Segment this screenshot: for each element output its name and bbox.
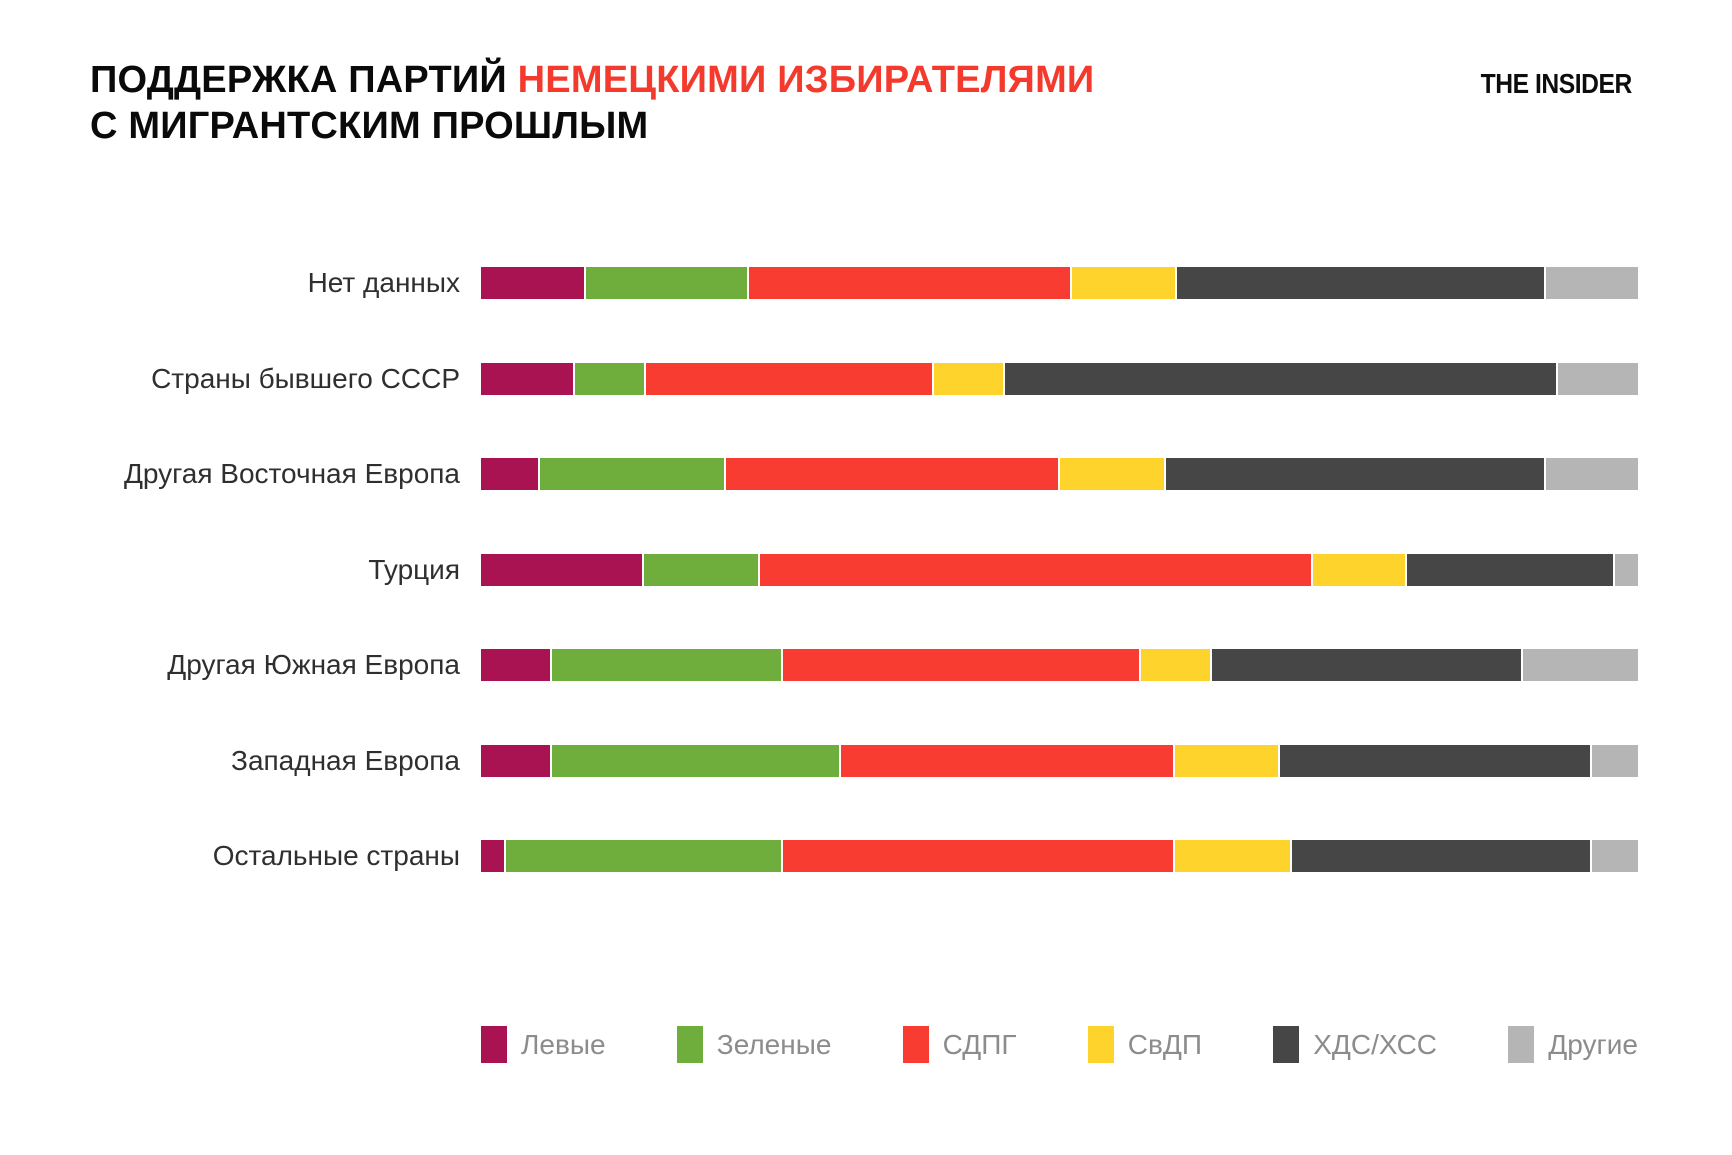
bar-segment: [1060, 458, 1166, 490]
bar-segment: [748, 267, 1072, 299]
bar-segment: [1557, 362, 1638, 395]
bar-segment: [760, 553, 1313, 586]
category-label: Другая Восточная Европа: [123, 458, 460, 489]
bar-segment: [1615, 553, 1638, 586]
legend-item: Другие: [1508, 1026, 1638, 1063]
legend-swatch-icon: [676, 1026, 703, 1063]
legend-swatch-icon: [481, 1026, 507, 1063]
stacked-bar: [481, 553, 1638, 586]
bar-segment: [1280, 744, 1593, 777]
page-title: ПОДДЕРЖКА ПАРТИЙ НЕМЕЦКИМИ ИЗБИРАТЕЛЯМИ С…: [90, 57, 1094, 149]
legend-swatch-icon: [1508, 1026, 1535, 1063]
stacked-bar: [481, 458, 1638, 490]
bar-segment: [540, 458, 726, 490]
legend-swatch-icon: [1087, 1026, 1114, 1063]
legend-item: СвДП: [1087, 1026, 1202, 1063]
bar-segment: [1165, 458, 1547, 490]
legend-swatch-icon: [1273, 1026, 1300, 1063]
bar-segment: [1592, 840, 1638, 872]
category-label: Турция: [368, 553, 460, 585]
bar-segment: [481, 649, 552, 681]
legend-item: ХДС/ХСС: [1273, 1026, 1437, 1063]
bar-segment: [783, 840, 1176, 872]
stacked-bar: [481, 744, 1638, 777]
chart-row: Страны бывшего СССР: [0, 362, 1638, 395]
category-label: Западная Европа: [231, 744, 460, 776]
legend-swatch-icon: [902, 1026, 929, 1063]
bar-segment: [1175, 744, 1281, 777]
chart-row: Турция: [0, 553, 1638, 586]
bar-segment: [481, 744, 552, 777]
brand-logo: THE INSIDER: [1480, 68, 1633, 99]
bar-segment: [1211, 649, 1524, 681]
bar-segment: [643, 553, 761, 586]
bar-segment: [574, 362, 646, 395]
bar-segment: [1071, 267, 1178, 299]
bar-segment: [1546, 458, 1638, 490]
bar-segment: [481, 267, 587, 299]
stacked-bar: [481, 649, 1638, 681]
bar-segment: [1177, 267, 1547, 299]
category-label: Остальные страны: [212, 840, 460, 871]
chart-legend: Левые Зеленые СДПГ СвДП ХДС/ХСС Другие: [481, 1026, 1638, 1063]
bar-segment: [481, 362, 575, 395]
bar-segment: [481, 458, 541, 490]
bar-segment: [1312, 553, 1407, 586]
category-label: Нет данных: [307, 267, 460, 298]
title-part-3: С МИГРАНТСКИМ ПРОШЛЫМ: [90, 105, 649, 147]
bar-segment: [1546, 267, 1639, 299]
legend-label: Зеленые: [716, 1028, 832, 1060]
bar-segment: [934, 362, 1006, 395]
stacked-bar-chart: Нет данных Страны бывшего СССР Другая Вост…: [0, 267, 1639, 936]
bar-segment: [725, 458, 1061, 490]
bar-segment: [840, 744, 1176, 777]
legend-label: Левые: [521, 1028, 606, 1060]
bar-segment: [783, 649, 1141, 681]
legend-label: СвДП: [1127, 1028, 1202, 1060]
legend-item: Зеленые: [676, 1026, 832, 1063]
chart-row: Другая Восточная Европа: [0, 458, 1638, 490]
bar-segment: [645, 362, 935, 395]
stacked-bar: [481, 267, 1639, 299]
legend-item: СДПГ: [902, 1026, 1017, 1063]
bar-segment: [1523, 649, 1638, 681]
chart-row: Нет данных: [0, 267, 1639, 299]
bar-segment: [505, 840, 784, 872]
bar-segment: [551, 649, 784, 681]
bar-segment: [1005, 362, 1558, 395]
category-label: Другая Южная Европа: [167, 649, 460, 680]
chart-row: Западная Европа: [0, 744, 1638, 777]
bar-segment: [1175, 840, 1292, 872]
chart-row: Остальные страны: [0, 840, 1638, 872]
bar-segment: [481, 840, 506, 872]
category-label: Страны бывшего СССР: [151, 362, 460, 394]
legend-item: Левые: [481, 1026, 606, 1063]
bar-segment: [481, 553, 644, 586]
legend-label: СДПГ: [942, 1028, 1017, 1060]
bar-segment: [1291, 840, 1593, 872]
stacked-bar: [481, 362, 1638, 395]
stacked-bar: [481, 840, 1638, 872]
legend-label: Другие: [1548, 1028, 1638, 1060]
legend-label: ХДС/ХСС: [1313, 1028, 1438, 1060]
title-part-2: НЕМЕЦКИМИ ИЗБИРАТЕЛЯМИ: [517, 59, 1095, 101]
bar-segment: [1140, 649, 1212, 681]
bar-segment: [1406, 553, 1616, 586]
bar-segment: [586, 267, 749, 299]
bar-segment: [551, 744, 841, 777]
chart-row: Другая Южная Европа: [0, 649, 1638, 681]
bar-segment: [1592, 744, 1638, 777]
title-part-1: ПОДДЕРЖКА ПАРТИЙ: [90, 59, 507, 101]
